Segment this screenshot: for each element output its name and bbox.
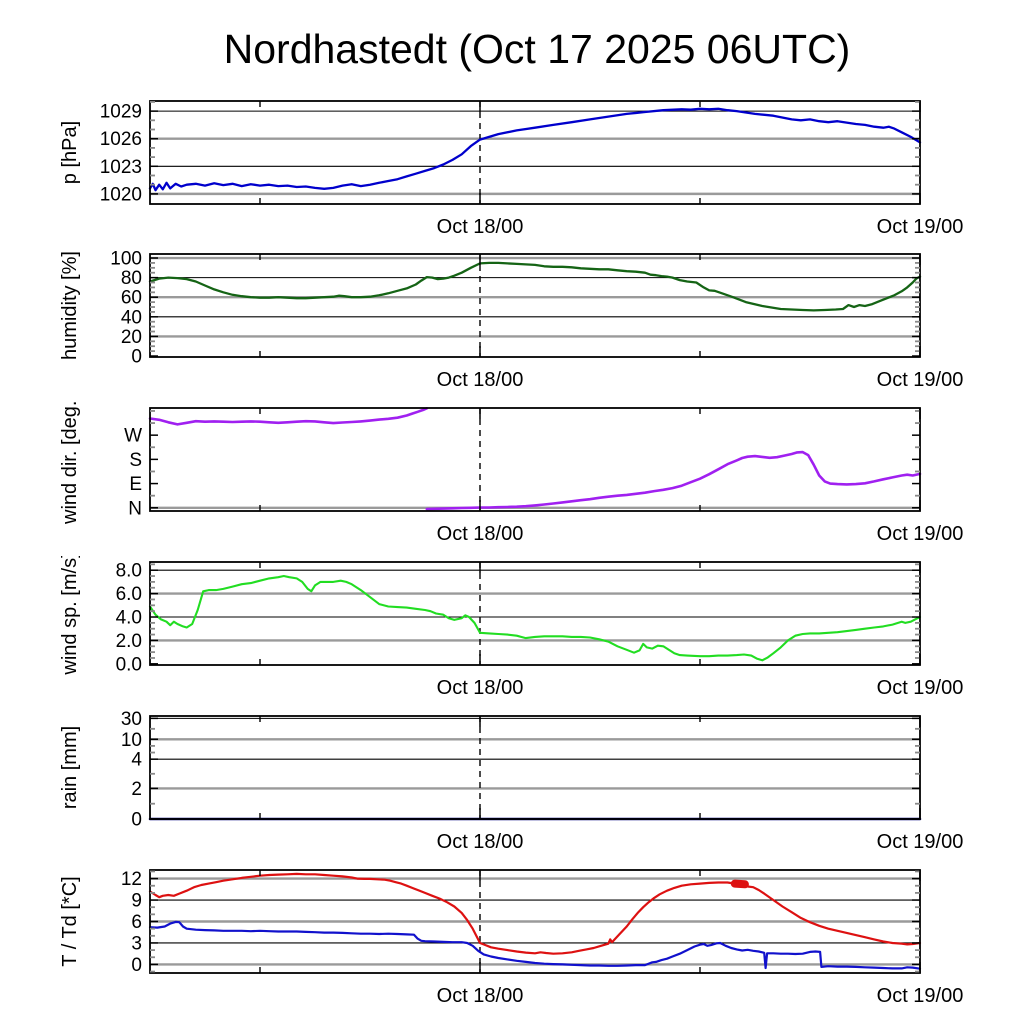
panel-frame bbox=[149, 407, 921, 512]
y-tick-label: 4.0 bbox=[116, 607, 142, 628]
panel-frame bbox=[149, 714, 921, 820]
panel-frame bbox=[149, 253, 921, 358]
y-axis-label: humidity [%] bbox=[59, 251, 81, 360]
y-tick-label: 0.0 bbox=[116, 654, 142, 675]
date-label: Oct 19/00 bbox=[877, 523, 964, 545]
pressure-panel: 1020 1023 1026 1029 Oct 18/00 Oct 19/00 p [hPa… bbox=[59, 100, 964, 238]
y-tick-label: E bbox=[129, 474, 142, 495]
y-tick-label: 30 bbox=[121, 710, 142, 730]
series-wind-dir-nw-segment bbox=[148, 407, 429, 426]
y-tick-label: 100 bbox=[110, 249, 142, 270]
series-wind-speed bbox=[148, 574, 922, 661]
y-tick-label: 0 bbox=[131, 347, 142, 368]
y-tick-label: 12 bbox=[121, 869, 142, 890]
wind-speed-panel: 0.0 2.04.06.0 8.0 Oct 18/00 Oct 19/00 wind sp… bbox=[59, 556, 964, 699]
date-label: Oct 18/00 bbox=[437, 523, 524, 545]
panel-frame bbox=[149, 560, 921, 666]
y-tick-label: 1029 bbox=[100, 102, 142, 123]
y-tick-label: 1023 bbox=[100, 157, 142, 178]
y-tick-label: 1026 bbox=[100, 129, 142, 150]
series-pressure bbox=[148, 107, 922, 192]
y-axis-label: T / Td [*C] bbox=[59, 876, 81, 966]
series-humidity bbox=[148, 261, 922, 312]
date-label: Oct 19/00 bbox=[877, 831, 964, 853]
y-tick-label: 6.0 bbox=[116, 584, 142, 605]
panel-frame bbox=[149, 100, 921, 205]
y-tick-label: N bbox=[128, 498, 142, 519]
y-axis-label: wind dir. [deg.] bbox=[59, 402, 81, 525]
y-tick-label: 3 bbox=[131, 933, 142, 954]
series-dewpoint bbox=[148, 920, 922, 970]
y-tick-label: 2 bbox=[131, 778, 142, 799]
y-tick-label: 80 bbox=[121, 268, 142, 289]
date-label: Oct 19/00 bbox=[877, 369, 964, 391]
series-temperature-bold-marker bbox=[730, 879, 749, 889]
y-tick-label: 0 bbox=[131, 809, 142, 830]
y-tick-label: 1020 bbox=[100, 184, 142, 205]
y-axis-label: rain [mm] bbox=[59, 725, 81, 808]
series-wind-dir-n-segment bbox=[425, 450, 922, 511]
y-tick-label: 2.0 bbox=[116, 630, 142, 651]
y-tick-label: 40 bbox=[121, 307, 142, 328]
y-tick-label: 20 bbox=[121, 327, 142, 348]
date-label: Oct 18/00 bbox=[437, 985, 524, 1007]
y-tick-label: 4 bbox=[131, 749, 142, 770]
series-temperature bbox=[148, 872, 922, 955]
date-label: Oct 18/00 bbox=[437, 677, 524, 699]
y-tick-label: 9 bbox=[131, 891, 142, 912]
date-label: Oct 18/00 bbox=[437, 216, 524, 238]
date-label: Oct 19/00 bbox=[877, 216, 964, 238]
y-tick-label: S bbox=[129, 450, 142, 471]
chart-title: Nordhastedt (Oct 17 2025 06UTC) bbox=[223, 26, 851, 72]
date-label: Oct 19/00 bbox=[877, 677, 964, 699]
y-tick-label: 8.0 bbox=[116, 560, 142, 581]
y-tick-label: W bbox=[124, 426, 142, 447]
y-axis-label: p [hPa] bbox=[59, 121, 81, 184]
y-tick-label: 60 bbox=[121, 288, 142, 309]
y-tick-label: 6 bbox=[131, 912, 142, 933]
date-label: Oct 19/00 bbox=[877, 985, 964, 1007]
date-label: Oct 18/00 bbox=[437, 831, 524, 853]
date-label: Oct 18/00 bbox=[437, 369, 524, 391]
y-tick-label: 10 bbox=[121, 729, 142, 750]
y-tick-label: 0 bbox=[131, 955, 142, 976]
y-axis-label: wind sp. [m/s] bbox=[59, 556, 81, 676]
